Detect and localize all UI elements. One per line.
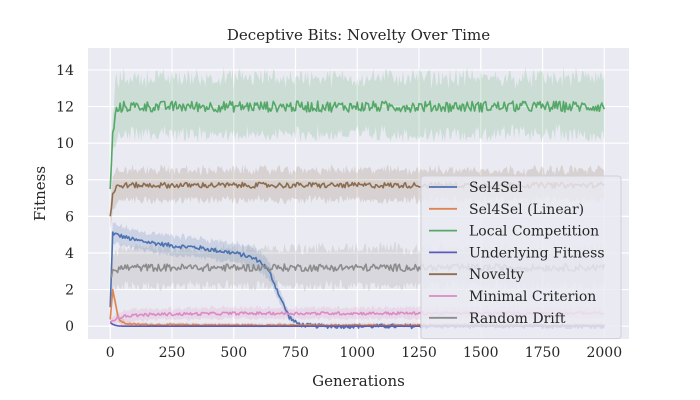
x-tick-label: 1500 [463, 345, 499, 361]
x-tick-labels: 0 250 500 750 1000 1250 1500 1750 2000 [106, 345, 622, 361]
y-tick-label: 14 [56, 63, 74, 79]
legend-entry: Local Competition [469, 224, 599, 240]
x-tick-label: 1000 [339, 345, 375, 361]
legend-entry: Novelty [469, 267, 524, 283]
chart-title: Deceptive Bits: Novelty Over Time [227, 26, 490, 44]
y-tick-label: 0 [65, 319, 74, 335]
x-tick-label: 1250 [401, 345, 437, 361]
legend-entry: Minimal Criterion [469, 289, 596, 305]
y-tick-label: 4 [65, 246, 74, 262]
x-tick-label: 1750 [525, 345, 561, 361]
x-tick-label: 2000 [586, 345, 622, 361]
series-band-2 [110, 65, 605, 200]
y-tick-label: 8 [65, 173, 74, 189]
y-axis-label: Fitness [31, 166, 49, 221]
y-tick-label: 12 [56, 100, 74, 116]
y-tick-labels: 0 2 4 6 8 10 12 14 [56, 63, 74, 335]
legend-box [420, 175, 622, 340]
y-tick-label: 2 [65, 283, 74, 299]
x-tick-label: 250 [159, 345, 186, 361]
y-tick-label: 10 [56, 136, 74, 152]
series-band-1 [110, 284, 605, 328]
series-line-2 [109, 100, 606, 190]
legend-entry: Sel4Sel (Linear) [469, 202, 584, 218]
legend-entry: Underlying Fitness [469, 245, 605, 261]
y-tick-label: 6 [65, 209, 74, 225]
series-band-0 [110, 221, 605, 329]
x-tick-label: 0 [106, 345, 115, 361]
x-tick-label: 750 [282, 345, 309, 361]
x-tick-label: 500 [220, 345, 247, 361]
x-axis-label: Generations [312, 372, 405, 390]
legend-entry: Sel4Sel [469, 180, 523, 196]
legend: Sel4Sel Sel4Sel (Linear) Local Competition… [420, 175, 622, 340]
legend-entry: Random Drift [469, 311, 566, 327]
